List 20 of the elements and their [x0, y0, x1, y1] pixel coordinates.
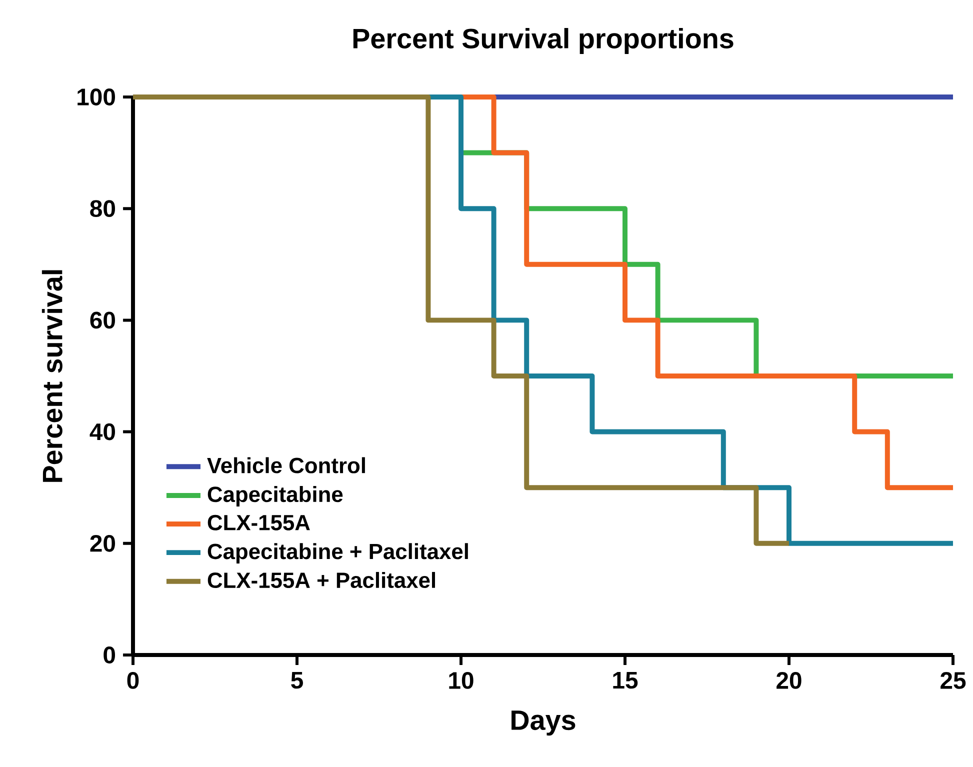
y-tick-label: 100	[78, 88, 116, 106]
y-tick-label: 20	[90, 534, 116, 552]
y-tick-label: 80	[90, 200, 116, 218]
x-tick-label: 25	[940, 672, 966, 689]
legend-label: Capecitabine + Paclitaxel	[208, 543, 468, 564]
x-tick-label: 5	[291, 672, 303, 689]
x-tick-label: 0	[127, 672, 139, 689]
legend-label: CLX-155A + Paclitaxel	[208, 572, 436, 588]
chart-title: Percent Survival proportions	[353, 28, 734, 54]
y-tick-label: 60	[90, 312, 116, 329]
y-tick-label: 0	[104, 646, 116, 664]
legend-label: Capecitabine	[208, 486, 343, 506]
x-tick-label: 20	[776, 672, 802, 689]
x-tick-label: 15	[613, 672, 638, 689]
legend-label: CLX-155A	[208, 514, 310, 530]
y-axis-title: Percent survival	[42, 270, 62, 482]
x-axis-title: Days	[512, 710, 576, 736]
legend-label: Vehicle Control	[207, 457, 365, 474]
x-tick-label: 10	[449, 672, 474, 689]
y-tick-label: 40	[90, 423, 116, 440]
